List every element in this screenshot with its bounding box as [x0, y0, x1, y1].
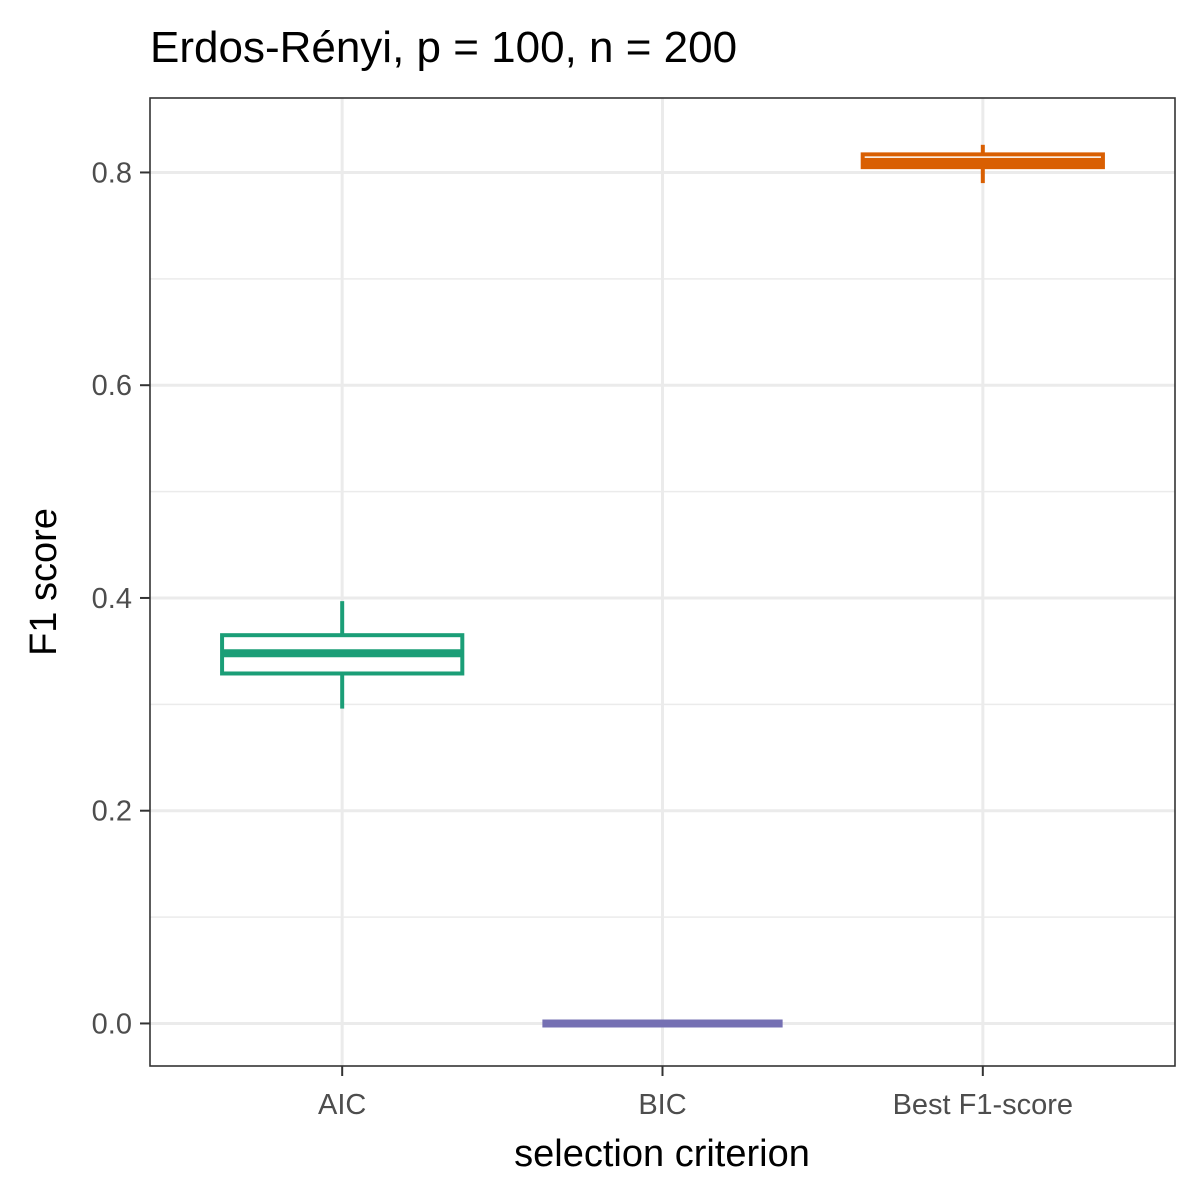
box-best-f1-score	[860, 144, 1105, 184]
y-tick-label: 0.6	[92, 370, 132, 402]
x-tick-label: BIC	[638, 1089, 686, 1121]
chart-title: Erdos-Rényi, p = 100, n = 200	[150, 23, 737, 72]
y-tick-label: 0.4	[92, 583, 132, 615]
grid-lines	[150, 98, 1175, 1066]
y-tick-label: 0.8	[92, 157, 132, 189]
box-aic	[220, 601, 465, 709]
y-axis: 0.0 0.2 0.4 0.6 0.8	[92, 157, 150, 1040]
x-tick-label: Best F1-score	[893, 1089, 1074, 1121]
y-tick-label: 0.0	[92, 1008, 132, 1040]
box-series	[220, 144, 1105, 1028]
x-tick-label: AIC	[318, 1089, 366, 1121]
x-axis-title: selection criterion	[514, 1133, 810, 1175]
y-axis-title: F1 score	[23, 508, 65, 656]
y-tick-label: 0.2	[92, 796, 132, 828]
x-axis: AIC BIC Best F1-score	[318, 1066, 1073, 1121]
